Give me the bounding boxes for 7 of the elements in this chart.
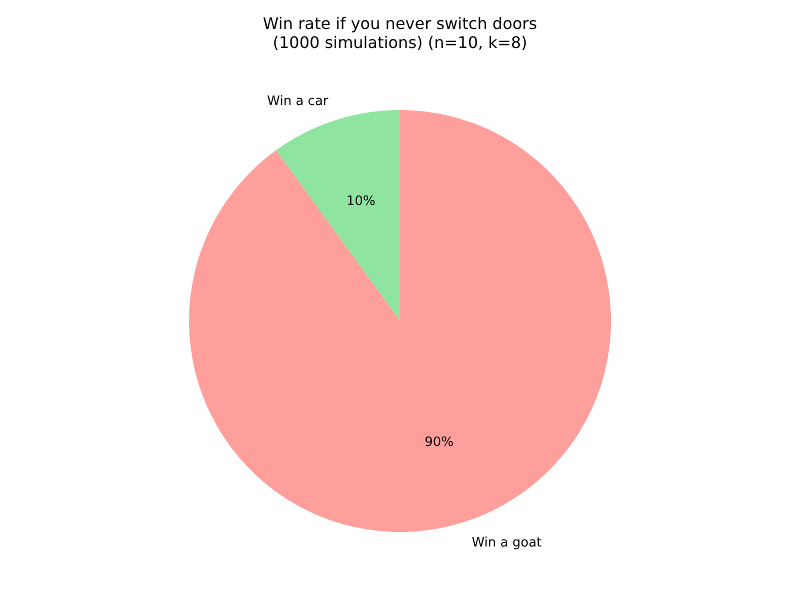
slice-label: Win a goat <box>472 535 542 550</box>
data-label: 90% <box>424 434 454 450</box>
slice-label: Win a car <box>267 94 329 109</box>
data-label: 10% <box>346 194 376 210</box>
pie-slice <box>276 110 400 321</box>
chart-title: Win rate if you never switch doors (1000 simulations) (n=10, k=8) <box>262 14 538 52</box>
pie-slice <box>189 110 611 532</box>
